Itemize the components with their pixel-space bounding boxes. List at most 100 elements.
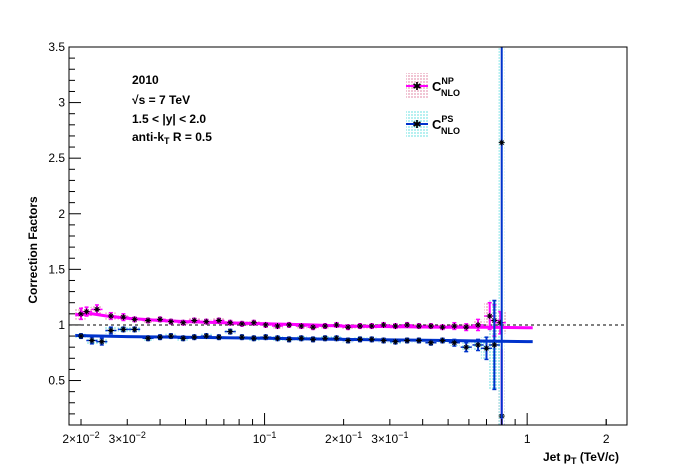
- np-marker-d2: [121, 314, 126, 320]
- ps-marker-d2: [275, 335, 280, 341]
- ps-point: [188, 334, 200, 341]
- ps-point: [354, 336, 366, 343]
- np-marker-d2: [180, 320, 186, 326]
- np-point: [436, 324, 449, 331]
- x-tick-label: 3×10−1: [371, 430, 408, 446]
- np-marker-d2: [475, 322, 481, 328]
- ps-marker-d2: [440, 338, 445, 343]
- np-marker-d2: [440, 324, 445, 330]
- np-marker-d2: [322, 323, 328, 329]
- ps-marker-d2: [216, 334, 222, 340]
- x-tick-label-exponent: −2: [89, 430, 99, 440]
- ps-point: [75, 333, 87, 340]
- ps-point: [319, 335, 331, 342]
- x-axis-title: Jet pT (TeV/c): [543, 450, 619, 466]
- np-point: [271, 323, 284, 330]
- ps-point: [460, 341, 472, 353]
- np-marker-d2: [78, 311, 84, 317]
- legend-ps-marker: ✱: [412, 119, 421, 131]
- np-point: [448, 321, 460, 331]
- ps-point: [248, 335, 260, 342]
- ps-marker-d2: [416, 338, 422, 343]
- annotation-algorithm: anti-kT R = 0.5: [132, 130, 212, 146]
- ps-marker-d2: [369, 337, 375, 342]
- np-point: [378, 321, 390, 328]
- np-point: [75, 307, 87, 321]
- np-marker-d2: [203, 319, 209, 324]
- ps-marker-d2: [463, 344, 469, 350]
- ps-point: [165, 333, 177, 340]
- x-tick-label-exponent: −1: [398, 430, 408, 440]
- x-tick-label-base: 10: [253, 432, 267, 446]
- ps-point: [330, 335, 343, 342]
- legend-entry-ps: ✱ CPS NLO: [406, 111, 460, 137]
- np-point: [472, 318, 484, 332]
- np-point: [142, 317, 154, 324]
- ps-marker-d2: [286, 337, 292, 342]
- y-tick-label: 2: [58, 207, 65, 221]
- y-axis-title: Correction Factors: [26, 196, 40, 304]
- np-point: [413, 323, 425, 330]
- x-axis-title-subscript: T: [571, 456, 577, 466]
- np-marker-d2: [263, 322, 269, 328]
- annotation-algorithm-radius: R = 0.5: [170, 130, 213, 144]
- np-marker-d2: [108, 313, 114, 319]
- ps-point: [307, 336, 319, 343]
- legend-ps-superscript: PS: [441, 114, 453, 124]
- legend: ✱ CNP NLO ✱ CPS NLO: [406, 73, 460, 137]
- np-point: [248, 319, 260, 326]
- np-point: [389, 323, 401, 330]
- ps-point: [96, 337, 108, 346]
- ps-point: [425, 339, 437, 346]
- np-marker-d2: [132, 317, 137, 322]
- annotation-algorithm-name: anti-k: [132, 130, 164, 144]
- np-point: [319, 323, 331, 330]
- ps-marker-d2: [180, 335, 186, 341]
- np-point: [460, 323, 472, 332]
- ps-marker-d2: [121, 327, 126, 332]
- ps-marker-d2: [251, 335, 257, 341]
- np-marker-d2: [404, 322, 410, 328]
- x-tick-label: 1: [524, 432, 531, 446]
- np-marker-d2: [145, 318, 151, 323]
- np-point: [425, 323, 437, 330]
- np-point: [154, 316, 166, 323]
- annotation-algorithm-subscript: T: [164, 136, 170, 146]
- ps-point: [401, 337, 413, 344]
- np-point: [117, 313, 129, 322]
- ps-marker-d2: [298, 335, 304, 341]
- ps-point: [86, 336, 98, 345]
- ps-marker-d2: [157, 334, 163, 340]
- ps-extra-marker-d2: [499, 140, 505, 145]
- y-tick-label: 0.5: [48, 374, 65, 388]
- ps-marker-d2: [345, 338, 351, 343]
- legend-entry-np: ✱ CNP NLO: [406, 73, 460, 99]
- np-marker-d2: [334, 322, 339, 328]
- np-marker-d2: [451, 323, 457, 329]
- np-marker-d2: [463, 324, 469, 330]
- x-tick-label: 2×10−1: [325, 430, 362, 446]
- np-point: [213, 317, 225, 324]
- ps-marker-d2: [263, 334, 269, 340]
- x-tick-label-exponent: −1: [352, 430, 362, 440]
- ps-marker-d2: [322, 335, 328, 341]
- np-marker-d2: [345, 324, 351, 330]
- np-point: [330, 321, 343, 328]
- np-point: [81, 306, 93, 317]
- ps-point: [142, 335, 154, 342]
- ps-point: [389, 338, 401, 345]
- np-marker-d2: [84, 309, 89, 314]
- np-marker-d2: [381, 322, 386, 328]
- np-marker-d2: [216, 318, 222, 323]
- ps-marker-d2: [484, 345, 489, 351]
- y-tick-label: 3.5: [48, 40, 65, 54]
- np-point: [224, 319, 236, 326]
- np-marker-d2: [275, 323, 280, 329]
- ps-marker-d2: [108, 328, 114, 333]
- annotation-energy-symbol: √s: [132, 93, 146, 107]
- np-marker-d2: [251, 320, 257, 326]
- np-point: [307, 324, 319, 331]
- x-axis: 2×10−2 3×10−2 10−1 2×10−1 3×10−1 1 2: [62, 413, 610, 446]
- np-marker-d2: [94, 307, 100, 312]
